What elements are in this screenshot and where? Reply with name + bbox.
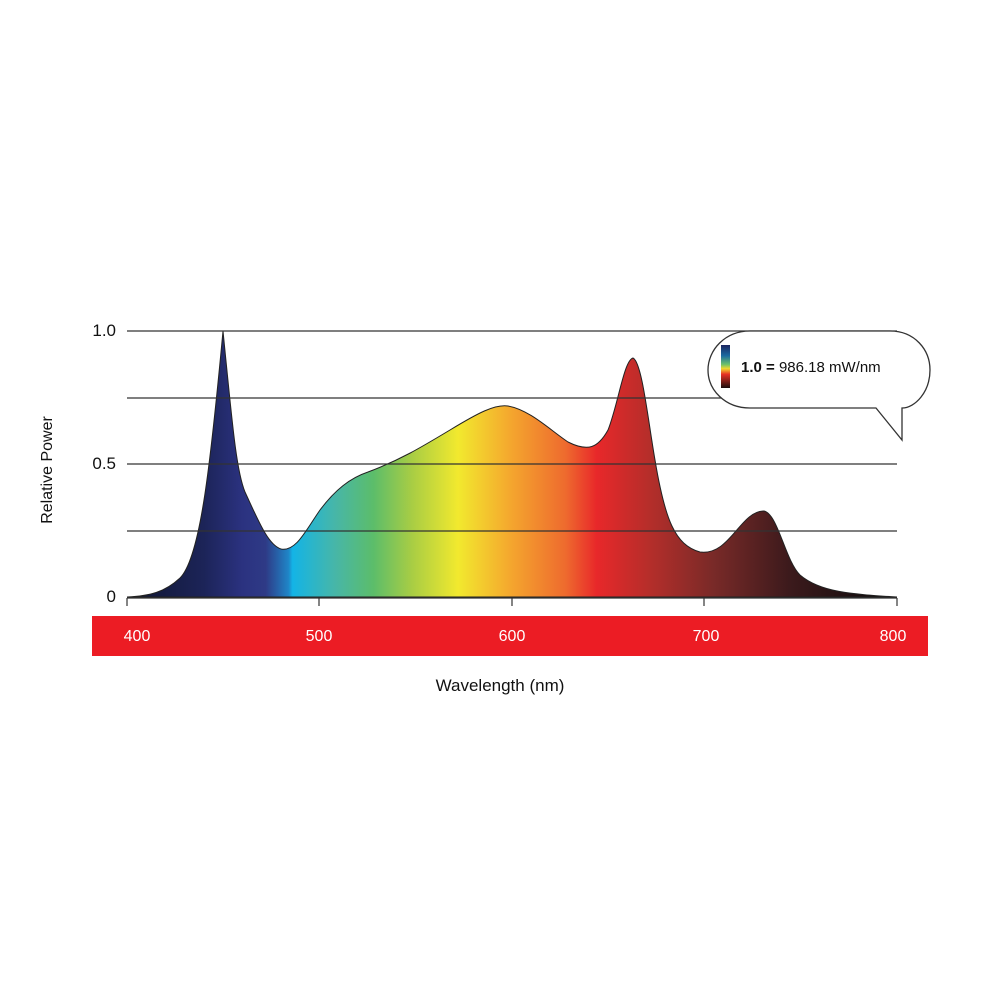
x-axis-band — [92, 616, 928, 656]
legend-scale-label: 1.0 = — [741, 359, 775, 376]
x-tick-400: 400 — [123, 628, 151, 645]
x-tick-700: 700 — [692, 628, 720, 645]
y-tick-1-0: 1.0 — [92, 321, 116, 340]
x-tick-500: 500 — [305, 628, 333, 645]
y-axis-label: Relative Power — [39, 416, 56, 524]
x-tick-800: 800 — [879, 628, 907, 645]
x-tick-600: 600 — [498, 628, 526, 645]
x-axis-label: Wavelength (nm) — [435, 676, 565, 695]
legend-callout-bubble — [707, 330, 931, 442]
legend-callout-text: 1.0 = 986.18 mW/nm — [741, 359, 881, 376]
legend-color-bar — [721, 345, 730, 388]
y-tick-0-5: 0.5 — [92, 454, 116, 473]
y-tick-0: 0 — [106, 587, 116, 606]
x-axis — [126, 597, 898, 606]
legend-scale-value: 986.18 mW/nm — [778, 359, 881, 376]
